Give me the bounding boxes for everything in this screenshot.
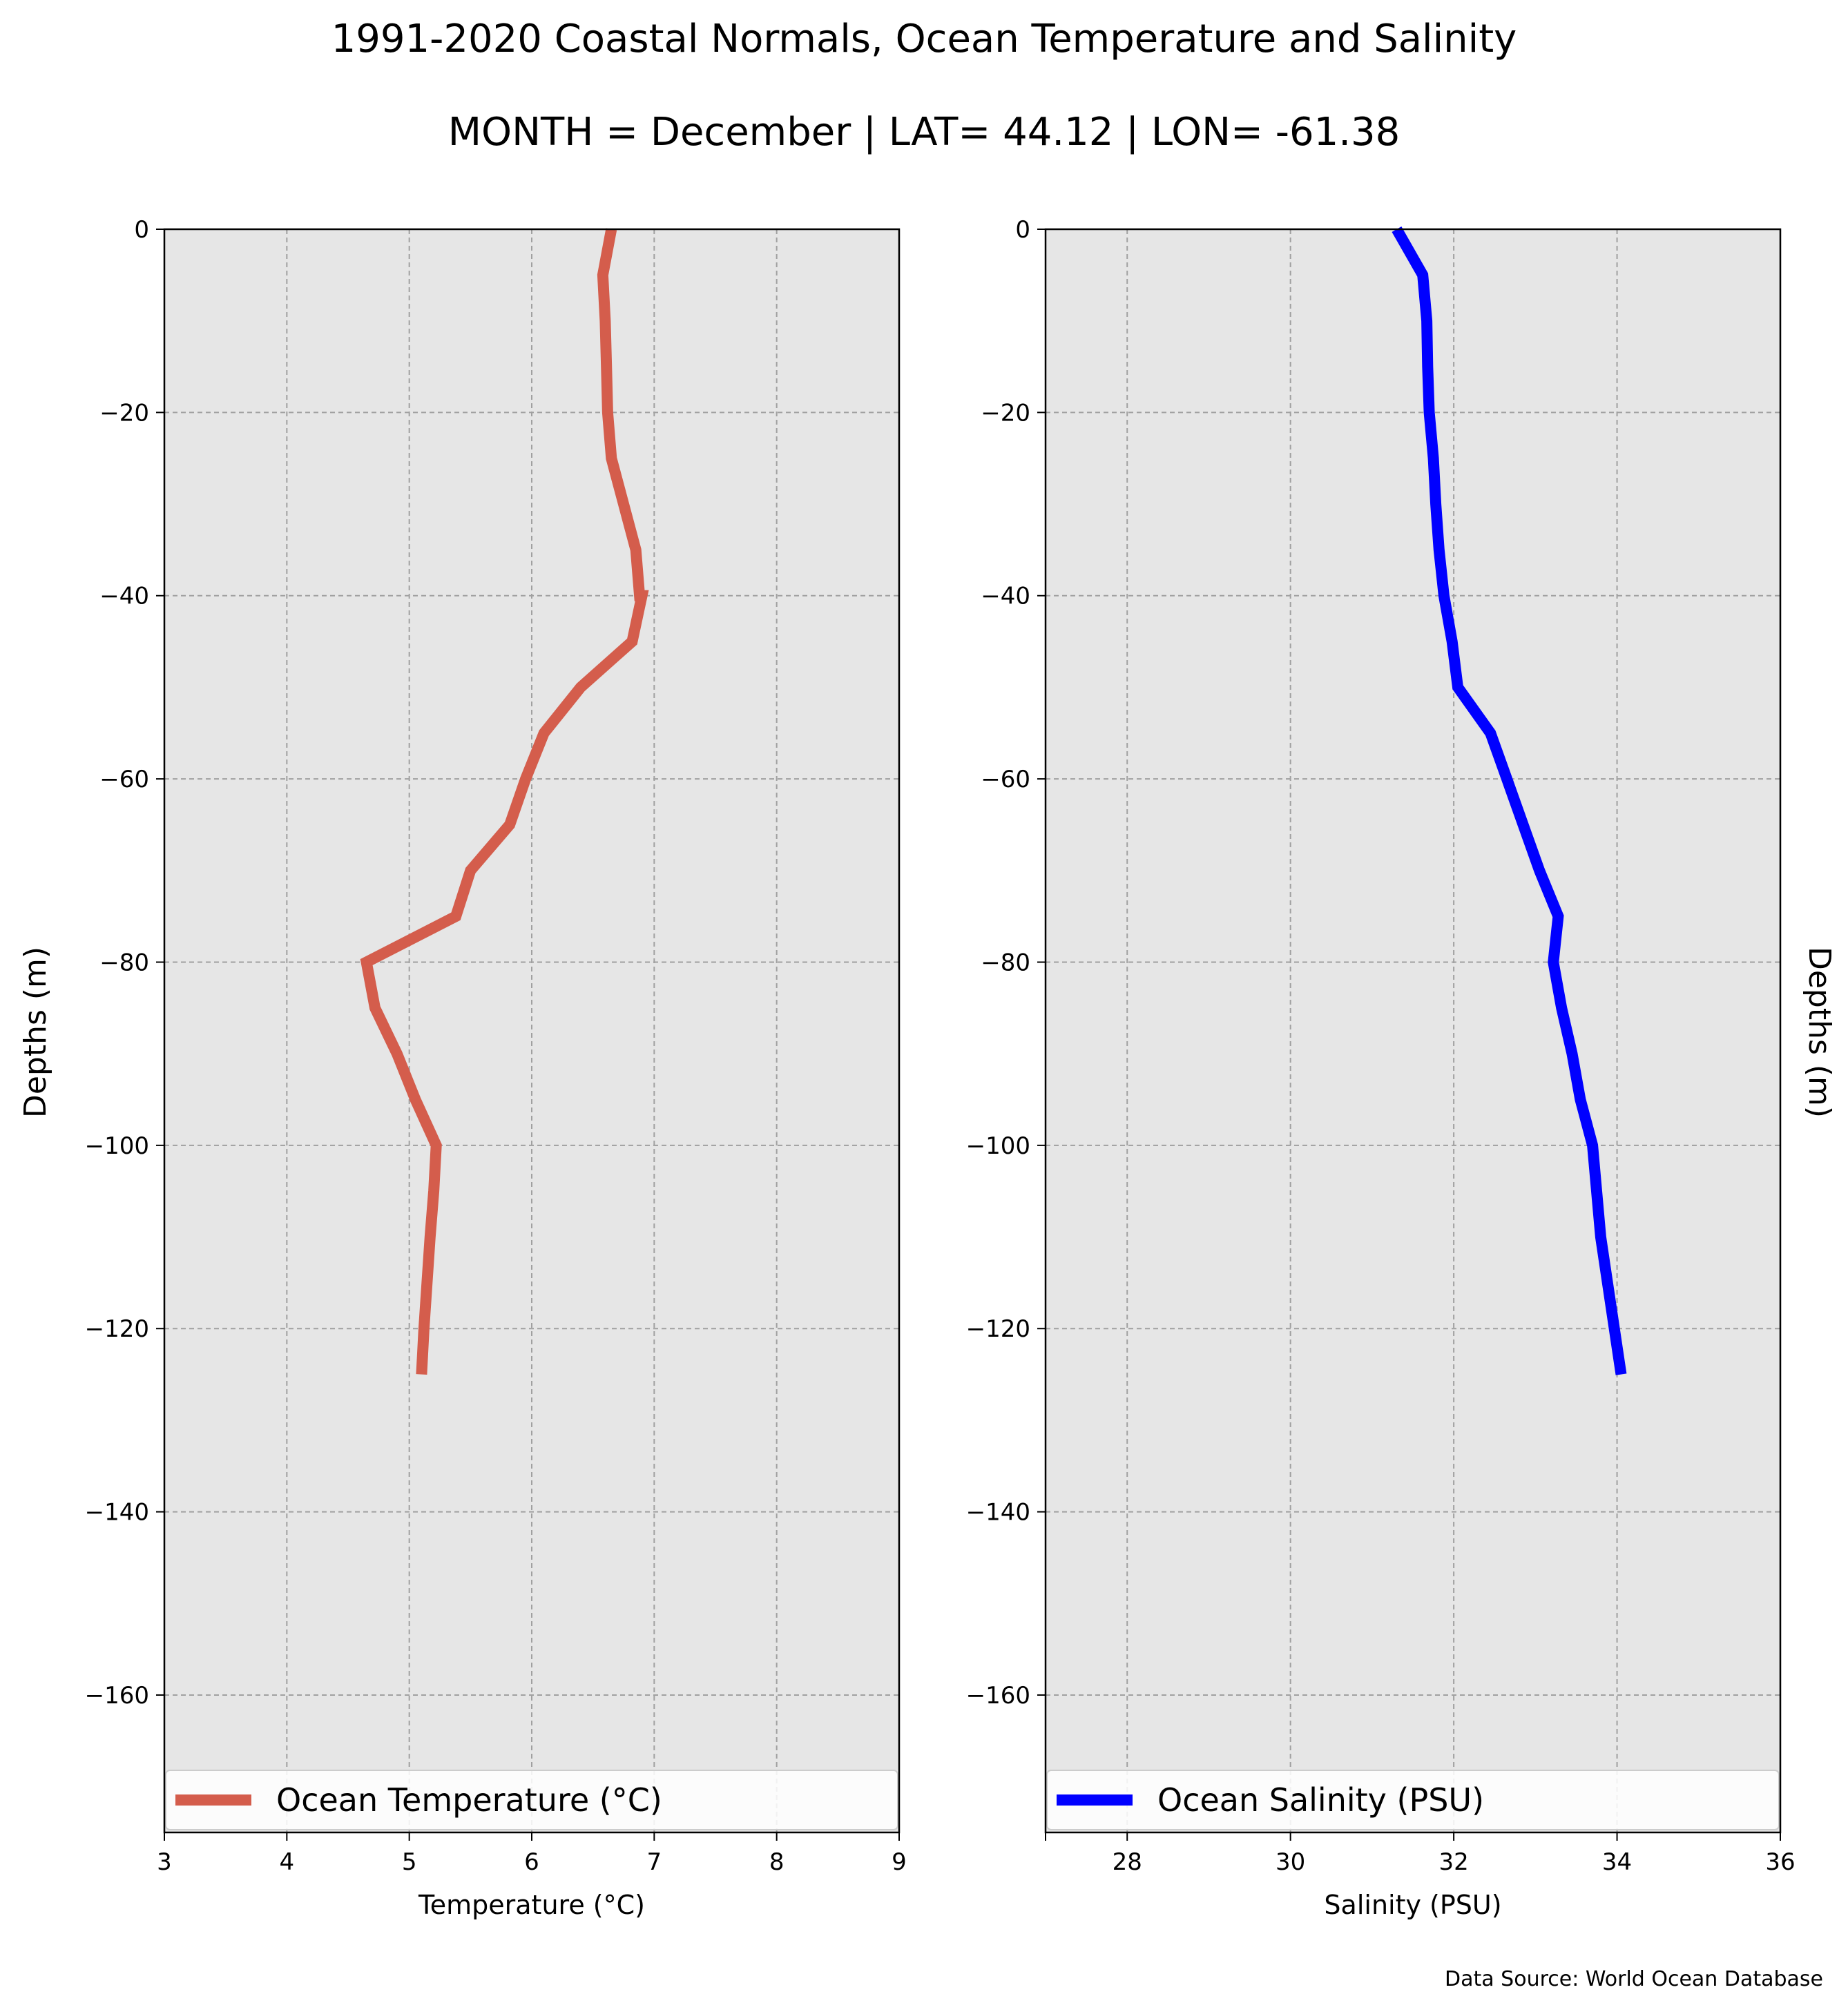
temperature-xtick-label: 8	[769, 1848, 785, 1876]
salinity-panel: 28 30 32 34 36 0 −20 −40 −60 −80 −100 −120 −140 −160 O…	[966, 216, 1796, 1920]
left-ylabel: Depths (m)	[18, 947, 53, 1118]
salinity-xtick-label: 36	[1765, 1848, 1795, 1876]
temperature-xlabel: Temperature (°C)	[418, 1890, 645, 1920]
salinity-ytick-label: −80	[981, 949, 1030, 976]
temperature-ytick-label: −60	[99, 766, 149, 793]
temperature-xtick-label: 7	[647, 1848, 662, 1876]
temperature-panel: 3 4 5 6 7 8 9 0 −20 −40 −60 −80 −100 −120 −140 −160 Ocea…	[85, 216, 907, 1920]
temperature-xtick-label: 6	[524, 1848, 539, 1876]
salinity-ytick-label: −60	[981, 766, 1030, 793]
temperature-legend-label: Ocean Temperature (°C)	[276, 1781, 662, 1819]
salinity-ytick-label: −160	[966, 1682, 1030, 1710]
temperature-xtick-label: 4	[280, 1848, 295, 1876]
temperature-ytick-label: −80	[99, 949, 149, 976]
temperature-ytick-label: −20	[99, 399, 149, 427]
salinity-legend-label: Ocean Salinity (PSU)	[1157, 1781, 1484, 1819]
salinity-legend-box	[1046, 1770, 1780, 1830]
temperature-ytick-label: −40	[99, 583, 149, 610]
temperature-xtick-label: 9	[892, 1848, 907, 1876]
salinity-xtick-label: 34	[1602, 1848, 1632, 1876]
temperature-ytick-label: −120	[85, 1315, 149, 1343]
right-ylabel: Depths (m)	[1802, 947, 1837, 1118]
chart-title: 1991-2020 Coastal Normals, Ocean Tempera…	[331, 17, 1517, 61]
data-source-note: Data Source: World Ocean Database	[1445, 1967, 1823, 1991]
temperature-ytick-label: −160	[85, 1682, 149, 1710]
temperature-legend-box	[165, 1770, 898, 1830]
salinity-ytick-label: 0	[1015, 216, 1030, 244]
temperature-axes-frame	[163, 228, 901, 1834]
salinity-xtick-label: 32	[1438, 1848, 1468, 1876]
temperature-series-line	[360, 228, 649, 1375]
salinity-ytick-label: −20	[981, 399, 1030, 427]
salinity-xtick-label: 28	[1113, 1848, 1142, 1876]
salinity-ytick-label: −40	[981, 583, 1030, 610]
salinity-ytick-label: −120	[966, 1315, 1030, 1343]
salinity-axes-frame	[1044, 228, 1782, 1834]
chart-subtitle: MONTH = December | LAT= 44.12 | LON= -61…	[448, 110, 1401, 155]
temperature-ytick-label: −100	[85, 1132, 149, 1160]
temperature-xtick-label: 3	[157, 1848, 172, 1876]
temperature-ytick-label: −140	[85, 1499, 149, 1527]
temperature-ytick-label: 0	[134, 216, 149, 244]
salinity-xtick-label: 30	[1276, 1848, 1305, 1876]
temperature-xtick-label: 5	[402, 1848, 417, 1876]
salinity-ytick-label: −140	[966, 1499, 1030, 1527]
salinity-xlabel: Salinity (PSU)	[1324, 1890, 1501, 1920]
salinity-ytick-label: −100	[966, 1132, 1030, 1160]
salinity-series-line	[1392, 226, 1627, 1375]
salinity-plot-area	[1046, 229, 1780, 1832]
